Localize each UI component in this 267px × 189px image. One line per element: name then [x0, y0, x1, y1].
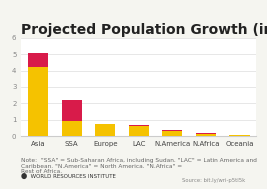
Bar — [196, 134, 216, 136]
Bar — [162, 130, 182, 132]
Bar — [62, 100, 82, 121]
Text: Projected Population Growth (in billions): Projected Population Growth (in billions… — [21, 23, 267, 37]
Bar — [196, 133, 216, 134]
Bar — [28, 53, 48, 67]
Bar — [229, 135, 250, 136]
Text: ⬤  WORLD RESOURCES INSTITUTE: ⬤ WORLD RESOURCES INSTITUTE — [21, 173, 116, 179]
Bar — [162, 132, 182, 136]
Bar — [129, 125, 149, 126]
Bar — [129, 126, 149, 136]
Bar — [95, 124, 115, 136]
Bar — [62, 121, 82, 136]
Text: Source: bit.ly/wri-p5tl5k: Source: bit.ly/wri-p5tl5k — [182, 178, 246, 183]
Text: Note:  "SSA" = Sub-Saharan Africa, including Sudan. "LAC" = Latin America and Ca: Note: "SSA" = Sub-Saharan Africa, includ… — [21, 158, 257, 174]
Bar — [28, 67, 48, 136]
